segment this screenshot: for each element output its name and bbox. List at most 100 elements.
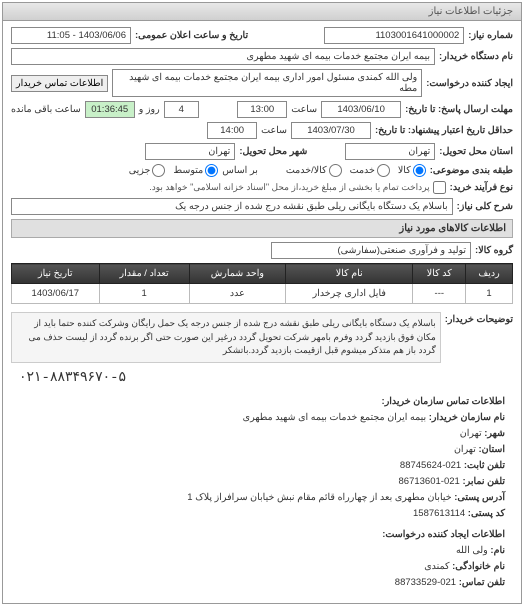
cname-label: نام: — [490, 545, 505, 556]
caddr-value: خیابان مطهری بعد از چهارراه قائم مقام نب… — [187, 492, 451, 503]
ccontact-value: 021-88733529 — [395, 577, 456, 588]
radio-service-label: خدمت — [350, 165, 375, 176]
ccity-value: تهران — [460, 428, 482, 439]
cell-code: --- — [413, 284, 466, 304]
cname-value: ولی الله — [456, 545, 488, 556]
row-goods-group: گروه کالا: تولید و فرآوری صنعتی(سفارشی) — [11, 242, 513, 259]
buyer-desc-box: باسلام یک دستگاه بایگانی ریلی طبق نقشه د… — [11, 312, 441, 363]
row-buyer-desc: توضیحات خریدار: باسلام یک دستگاه بایگانی… — [11, 310, 513, 363]
row-send-deadline: مهلت ارسال پاسخ: تا تاریخ: 1403/06/10 سا… — [11, 101, 513, 118]
row-process-note: نوع فرآیند خرید: پرداخت تمام یا بخشی از … — [11, 181, 513, 194]
city-label: شهر محل تحویل: — [239, 146, 307, 157]
contact-section: اطلاعات تماس سازمان خریدار: نام سازمان خ… — [11, 388, 513, 598]
goods-table: ردیف کد کالا نام کالا واحد شمارش تعداد /… — [11, 263, 513, 304]
send-deadline-label: مهلت ارسال پاسخ: تا تاریخ: — [405, 104, 513, 115]
radio-goods[interactable]: کالا — [398, 164, 426, 177]
radio-both[interactable]: کالا/خدمت — [286, 164, 342, 177]
row-budget-type: طبقه بندی موضوعی: کالا خدمت کالا/خدمت بر… — [11, 164, 513, 177]
treasury-checkbox-input[interactable] — [433, 181, 446, 194]
cphone-label: تلفن ثابت: — [464, 460, 505, 471]
cphone-value: 021-88745624 — [400, 460, 461, 471]
radio-service[interactable]: خدمت — [350, 164, 390, 177]
treasury-checkbox[interactable]: پرداخت تمام یا بخشی از مبلغ خرید،از محل … — [149, 181, 445, 194]
province-label: استان محل تحویل: — [439, 146, 513, 157]
col-row: ردیف — [466, 264, 513, 284]
buyer-unit-label: نام دستگاه خریدار: — [439, 51, 513, 62]
radio-both-label: کالا/خدمت — [286, 165, 327, 176]
cpostal-value: 1587613114 — [413, 508, 465, 519]
cell-unit: عدد — [189, 284, 285, 304]
announce-field: 1403/06/06 - 11:05 — [11, 27, 131, 44]
radio-both-input[interactable] — [329, 164, 342, 177]
province-field: تهران — [345, 143, 435, 160]
goods-section-title: اطلاعات کالاهای مورد نیاز — [11, 219, 513, 238]
cell-date: 1403/06/17 — [12, 284, 100, 304]
nature-radio-group: متوسط جزیی — [129, 164, 219, 177]
cpostal-label: کد پستی: — [468, 508, 505, 519]
col-date: تاریخ نیاز — [12, 264, 100, 284]
validity-label: حداقل تاریخ اعتبار پیشنهاد: تا تاریخ: — [375, 125, 513, 136]
row-location: استان محل تحویل: تهران شهر محل تحویل: ته… — [11, 143, 513, 160]
subject-radio-group: کالا خدمت کالا/خدمت — [286, 164, 426, 177]
col-code: کد کالا — [413, 264, 466, 284]
org-label: نام سازمان خریدار: — [429, 412, 505, 423]
treasury-note: پرداخت تمام یا بخشی از مبلغ خرید،از محل … — [149, 182, 429, 193]
row-validity: حداقل تاریخ اعتبار پیشنهاد: تا تاریخ: 14… — [11, 122, 513, 139]
col-unit: واحد شمارش — [189, 264, 285, 284]
cprov-label: استان: — [478, 444, 505, 455]
cfax-label: تلفن نمابر: — [462, 476, 505, 487]
need-field: باسلام یک دستگاه بایگانی ریلی طبق نقشه د… — [11, 198, 453, 215]
send-time-label: ساعت — [291, 104, 317, 115]
ccity-label: شهر: — [484, 428, 505, 439]
radio-partial-label: جزیی — [129, 165, 151, 176]
remain-time-field: 01:36:45 — [85, 101, 135, 118]
org-value: بیمه ایران مجتمع خدمات بیمه ای شهید مطهر… — [243, 412, 426, 423]
validity-date-field: 1403/07/30 — [291, 122, 371, 139]
radio-medium-label: متوسط — [173, 165, 203, 176]
panel-title: جزئیات اطلاعات نیاز — [3, 3, 521, 21]
validity-time-field: 14:00 — [207, 122, 257, 139]
radio-medium[interactable]: متوسط — [173, 164, 218, 177]
nature-label: بر اساس — [222, 165, 258, 176]
cfamily-value: کمندی — [424, 561, 449, 572]
days-label: روز و — [139, 104, 160, 115]
goods-table-body: 1 --- فایل اداری چرخدار عدد 1 1403/06/17 — [12, 284, 513, 304]
remain-label: ساعت باقی مانده — [11, 104, 81, 115]
col-qty: تعداد / مقدار — [99, 264, 189, 284]
panel-body: شماره نیاز: 1103001641000002 تاریخ و ساع… — [3, 21, 521, 603]
buyer-unit-field: بیمه ایران مجتمع خدمات بیمه ای شهید مطهر… — [11, 48, 435, 65]
row-request-no: شماره نیاز: 1103001641000002 تاریخ و ساع… — [11, 27, 513, 44]
process-label: نوع فرآیند خرید: — [450, 182, 513, 193]
request-no-field: 1103001641000002 — [324, 27, 464, 44]
cell-name: فایل اداری چرخدار — [286, 284, 413, 304]
goods-group-label: گروه کالا: — [475, 245, 513, 256]
radio-service-input[interactable] — [377, 164, 390, 177]
table-row: 1 --- فایل اداری چرخدار عدد 1 1403/06/17 — [12, 284, 513, 304]
goods-table-head: ردیف کد کالا نام کالا واحد شمارش تعداد /… — [12, 264, 513, 284]
creator-title: اطلاعات ایجاد کننده درخواست: — [382, 529, 505, 540]
radio-goods-input[interactable] — [413, 164, 426, 177]
cfamily-label: نام خانوادگی: — [452, 561, 505, 572]
cprov-value: تهران — [454, 444, 476, 455]
budget-label: طبقه بندی موضوعی: — [430, 165, 513, 176]
need-label: شرح کلی نیاز: — [457, 201, 513, 212]
cell-row: 1 — [466, 284, 513, 304]
row-need-desc: شرح کلی نیاز: باسلام یک دستگاه بایگانی ر… — [11, 198, 513, 215]
city-field: تهران — [145, 143, 235, 160]
main-panel: جزئیات اطلاعات نیاز شماره نیاز: 11030016… — [2, 2, 522, 604]
goods-header-row: ردیف کد کالا نام کالا واحد شمارش تعداد /… — [12, 264, 513, 284]
caddr-label: آدرس پستی: — [454, 492, 505, 503]
contact-title: اطلاعات تماس سازمان خریدار: — [382, 396, 505, 407]
radio-partial-input[interactable] — [152, 164, 165, 177]
goods-group-field: تولید و فرآوری صنعتی(سفارشی) — [271, 242, 471, 259]
row-requester: ایجاد کننده درخواست: ولی الله کمندی مسئو… — [11, 69, 513, 97]
barcode: ۰۲۱-۸۸۳۴۹۶۷۰-۵ — [11, 367, 513, 388]
send-date-field: 1403/06/10 — [321, 101, 401, 118]
ccontact-label: تلفن تماس: — [459, 577, 505, 588]
radio-partial[interactable]: جزیی — [129, 164, 166, 177]
contact-buyer-button[interactable]: اطلاعات تماس خریدار — [11, 75, 108, 92]
radio-medium-input[interactable] — [205, 164, 218, 177]
cfax-value: 021-86713601 — [399, 476, 460, 487]
days-field: 4 — [164, 101, 199, 118]
requester-label: ایجاد کننده درخواست: — [426, 78, 513, 89]
